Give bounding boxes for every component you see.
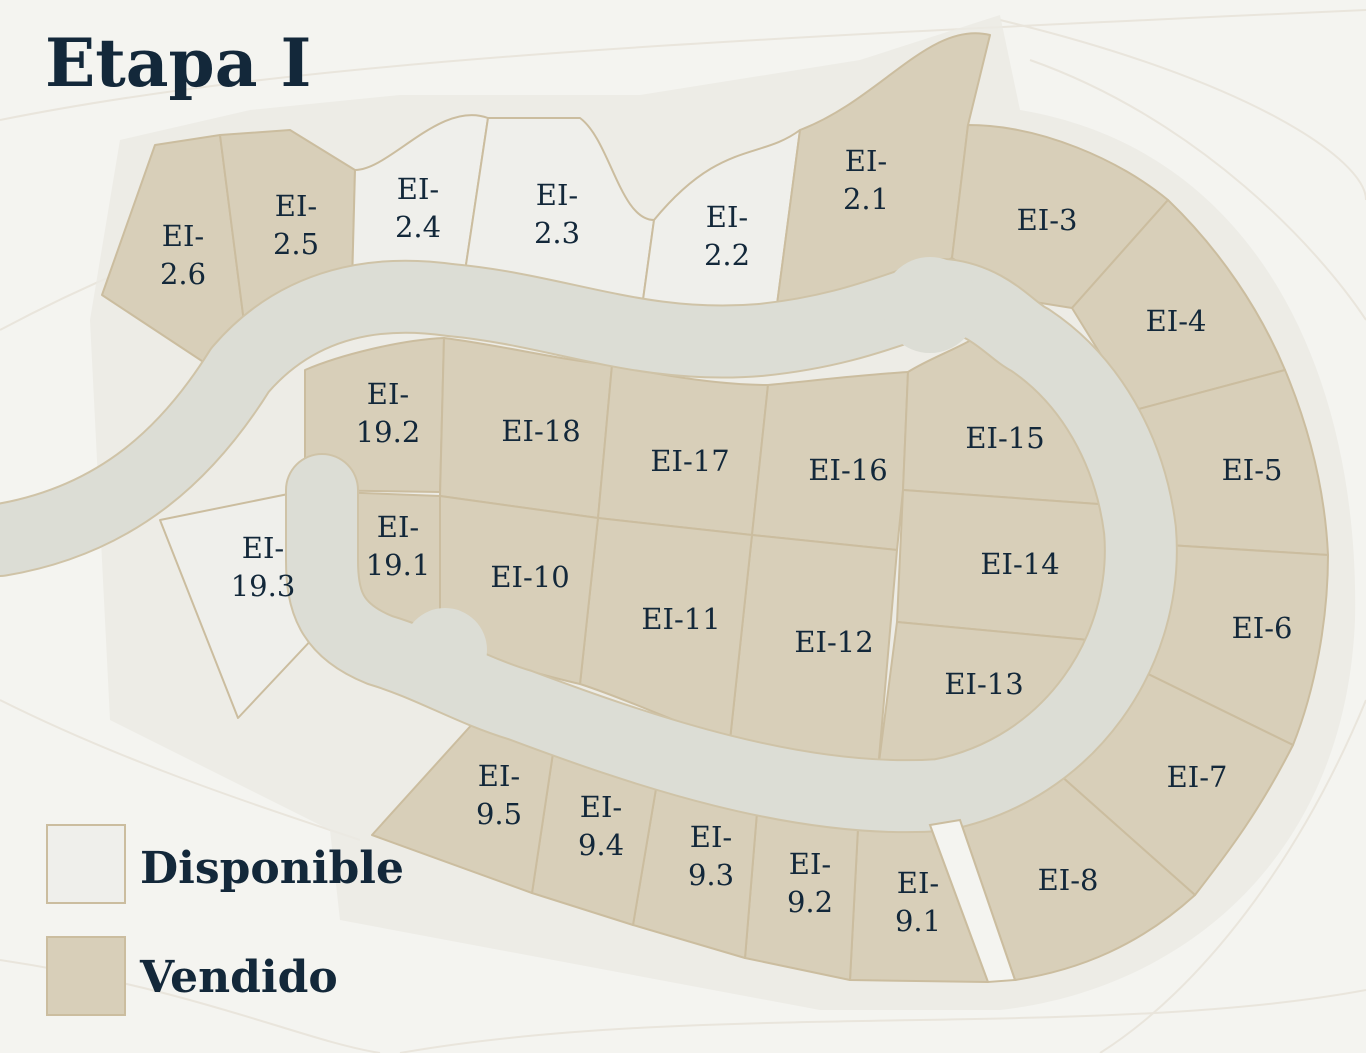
lot-label-line: 19.1 [366, 548, 431, 582]
lot-label-EI-3: EI-3 [1017, 203, 1078, 237]
lot-label-line: EI- [242, 531, 284, 565]
lot-label-line: EI-8 [1038, 863, 1099, 897]
lot-label-line: EI-7 [1167, 760, 1228, 794]
lot-label-EI-19.3: EI- 19.3 [231, 531, 296, 603]
lot-label-EI-2.5: EI- 2.5 [273, 189, 319, 261]
lot-label-line: EI- [397, 172, 439, 206]
lot-label-line: EI-5 [1222, 453, 1283, 487]
lot-label-line: EI- [789, 847, 831, 881]
lot-label-EI-14: EI-14 [980, 547, 1059, 581]
lot-label-line: 2.1 [843, 182, 889, 216]
lot-label-line: EI- [897, 866, 939, 900]
lot-label-line: EI-12 [794, 625, 873, 659]
lot-label-line: 9.2 [787, 885, 833, 919]
lot-label-line: EI-17 [650, 444, 729, 478]
lot-label-EI-11: EI-11 [641, 602, 720, 636]
lot-label-line: EI- [580, 790, 622, 824]
lot-label-line: 9.1 [895, 904, 941, 938]
lot-label-EI-12: EI-12 [794, 625, 873, 659]
lot-label-line: EI-10 [490, 560, 569, 594]
lot-label-line: 9.4 [578, 828, 624, 862]
lot-label-line: EI- [275, 189, 317, 223]
legend-sold-label: Vendido [139, 952, 338, 1003]
lot-label-EI-2.4: EI- 2.4 [395, 172, 441, 244]
lot-label-line: EI- [706, 200, 748, 234]
lot-label-EI-9.3: EI- 9.3 [688, 820, 734, 892]
lot-label-line: EI-3 [1017, 203, 1078, 237]
access-strip [928, 818, 1017, 984]
lot-label-line: EI- [845, 144, 887, 178]
lot-label-EI-15: EI-15 [965, 421, 1044, 455]
legend-available-label: Disponible [140, 843, 404, 894]
lot-label-line: 9.5 [476, 797, 522, 831]
lot-label-line: 19.3 [231, 569, 296, 603]
lot-label-line: 2.4 [395, 210, 441, 244]
lot-label-line: EI- [367, 377, 409, 411]
road-network [0, 257, 1178, 834]
lot-label-EI-6: EI-6 [1232, 611, 1293, 645]
lot-label-EI-9.1: EI- 9.1 [895, 866, 941, 938]
lot-label-EI-9.2: EI- 9.2 [787, 847, 833, 919]
lot-label-line: 19.2 [356, 415, 421, 449]
lot-label-EI-2.2: EI- 2.2 [704, 200, 750, 272]
lot-label-line: EI-14 [980, 547, 1059, 581]
legend: Disponible Vendido [46, 824, 404, 1016]
lot-label-EI-19.1: EI- 19.1 [366, 510, 431, 582]
lot-label-EI-2.6: EI- 2.6 [160, 219, 206, 291]
lot-label-EI-7: EI-7 [1167, 760, 1228, 794]
lot-label-EI-16: EI-16 [808, 453, 887, 487]
lot-label-line: 2.3 [534, 216, 580, 250]
legend-sold-swatch [46, 936, 126, 1016]
lot-label-line: 9.3 [688, 858, 734, 892]
lot-label-line: EI-4 [1146, 304, 1207, 338]
lot-label-EI-9.4: EI- 9.4 [578, 790, 624, 862]
lot-label-EI-9.5: EI- 9.5 [476, 759, 522, 831]
lot-label-EI-8: EI-8 [1038, 863, 1099, 897]
lot-label-EI-13: EI-13 [944, 667, 1023, 701]
lot-label-line: EI-16 [808, 453, 887, 487]
lot-label-EI-18: EI-18 [501, 414, 580, 448]
lot-label-line: EI- [690, 820, 732, 854]
lot-labels: EI- 2.6 EI- 2.5 EI- 2.4 EI- 2.3 EI- 2.2 EI- 2.1 EI-3… [160, 144, 1293, 938]
lot-label-line: EI- [536, 178, 578, 212]
lot-label-line: 2.6 [160, 257, 206, 291]
page-title: Etapa I [45, 24, 311, 102]
lot-label-line: EI-11 [641, 602, 720, 636]
lot-label-EI-4: EI-4 [1146, 304, 1207, 338]
lot-label-line: EI- [162, 219, 204, 253]
lots-layer [101, 32, 1329, 983]
lot-label-EI-5: EI-5 [1222, 453, 1283, 487]
lot-label-line: EI-6 [1232, 611, 1293, 645]
lot-label-EI-2.3: EI- 2.3 [534, 178, 580, 250]
lot-label-line: 2.2 [704, 238, 750, 272]
lot-label-EI-17: EI-17 [650, 444, 729, 478]
lot-label-line: EI-15 [965, 421, 1044, 455]
lot-label-EI-19.2: EI- 19.2 [356, 377, 421, 449]
lot-label-EI-2.1: EI- 2.1 [843, 144, 889, 216]
lot-label-line: EI- [377, 510, 419, 544]
legend-available-swatch [46, 824, 126, 904]
lot-label-line: EI-18 [501, 414, 580, 448]
lot-label-line: EI- [478, 759, 520, 793]
lot-label-line: EI-13 [944, 667, 1023, 701]
lot-label-EI-10: EI-10 [490, 560, 569, 594]
lot-label-line: 2.5 [273, 227, 319, 261]
